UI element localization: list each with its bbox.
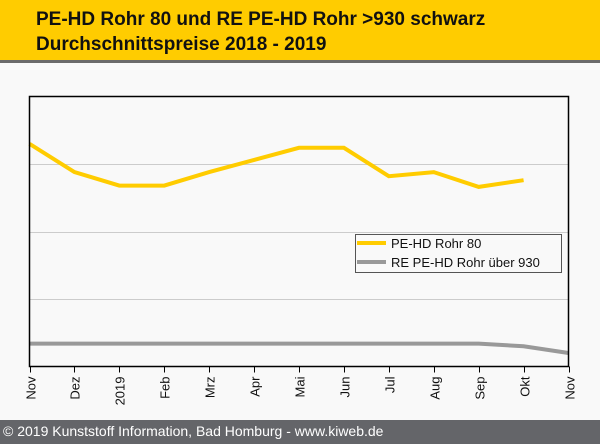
plot-frame <box>28 95 570 368</box>
x-tick-label: Sep <box>473 377 488 400</box>
chart-subtitle: Durchschnittspreise 2018 - 2019 <box>36 34 327 55</box>
x-tick-label: Dez <box>68 377 83 400</box>
legend-label: RE PE-HD Rohr über 930 <box>391 255 540 270</box>
x-tick-label: Mrz <box>203 377 218 399</box>
footer: © 2019 Kunststoff Information, Bad Hombu… <box>0 420 600 444</box>
x-tick-label: Jun <box>338 377 353 398</box>
copyright-text: © 2019 Kunststoff Information, Bad Hombu… <box>3 423 384 439</box>
legend: PE-HD Rohr 80 RE PE-HD Rohr über 930 <box>355 234 562 273</box>
x-tick-label: Jul <box>383 376 398 393</box>
x-tick-label: Feb <box>158 377 173 399</box>
title-bar: PE-HD Rohr 80 und RE PE-HD Rohr >930 sch… <box>0 0 600 63</box>
x-tick-label: Nov <box>24 376 39 400</box>
x-tick-label: Mai <box>293 376 308 397</box>
line-chart: Nov Dez 2019 Feb Mrz Apr Mai Jun Jul Aug Sep Okt Nov… <box>24 95 578 406</box>
series-line-re-pe-hd-rohr-ber-930 <box>29 341 569 355</box>
legend-box <box>355 234 562 273</box>
x-tick-label: Okt <box>518 376 533 397</box>
x-tick-label: Aug <box>428 377 443 400</box>
x-tick-label: Apr <box>248 376 263 397</box>
legend-label: PE-HD Rohr 80 <box>391 236 481 251</box>
chart-title: PE-HD Rohr 80 und RE PE-HD Rohr >930 sch… <box>36 9 486 30</box>
x-tick-label: Nov <box>563 376 578 400</box>
x-tick-label: 2019 <box>113 377 128 406</box>
series-line-pe-hd-rohr-80 <box>28 142 524 189</box>
